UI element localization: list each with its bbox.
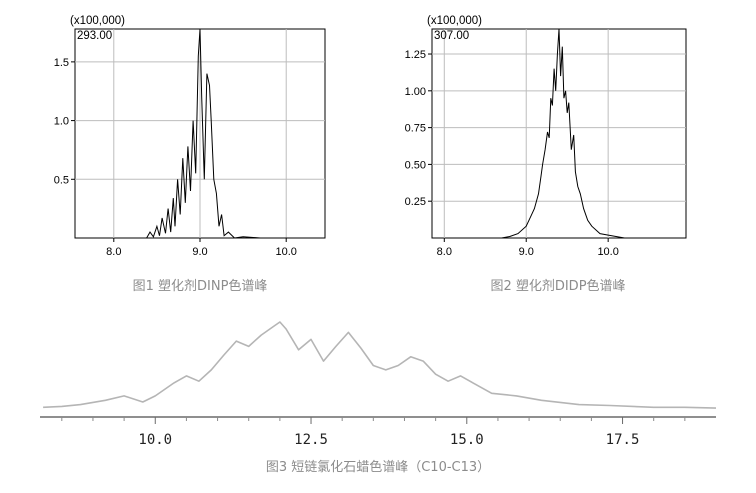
chart-1-scale-label: (x100,000) — [70, 15, 125, 27]
chart-1: (x100,000) 8.0 9.0 10.0 0.5 1.0 1.5 293.00 图1… — [54, 15, 326, 294]
x-tick-label: 9.0 — [519, 246, 534, 258]
x-tick-label: 17.5 — [606, 432, 640, 448]
x-tick-label: 10.0 — [275, 246, 296, 258]
chart-2-series-line — [501, 28, 633, 239]
y-tick-label: 1.25 — [405, 49, 426, 61]
chart-2-scale-label: (x100,000) — [427, 15, 482, 27]
chart-1-ticks: 8.0 9.0 10.0 0.5 1.0 1.5 — [54, 57, 297, 258]
chart-3-ticks: 10.0 12.5 15.0 17.5 — [61, 417, 686, 448]
chart-2: (x100,000) 8.0 9.0 10.0 0.25 0.50 0.75 1.00 1.2… — [405, 15, 687, 294]
chart-2-caption: 图2 塑化剂DIDP色谱峰 — [490, 278, 625, 294]
chart-1-series-line — [146, 28, 304, 239]
y-tick-label: 0.50 — [405, 159, 426, 171]
x-tick-label: 12.5 — [294, 432, 328, 448]
chart-1-peak-label: 293.00 — [77, 30, 112, 42]
chart-2-grid — [432, 29, 686, 238]
chart-3-caption: 图3 短链氯化石蜡色谱峰（C10-C13） — [266, 459, 490, 475]
chart-3-series-line — [43, 321, 717, 409]
y-tick-label: 0.25 — [405, 196, 426, 208]
y-tick-label: 0.75 — [405, 123, 426, 135]
y-tick-label: 0.5 — [54, 174, 69, 186]
y-tick-label: 1.5 — [54, 57, 69, 69]
y-tick-label: 1.00 — [405, 86, 426, 98]
chart-2-ticks: 8.0 9.0 10.0 0.25 0.50 0.75 1.00 1.25 — [405, 49, 619, 258]
chart-1-grid — [75, 29, 325, 238]
x-tick-label: 10.0 — [597, 246, 618, 258]
y-tick-label: 1.0 — [54, 116, 69, 128]
x-tick-label: 9.0 — [192, 246, 207, 258]
chart-1-caption: 图1 塑化剂DINP色谱峰 — [133, 278, 268, 294]
x-tick-label: 15.0 — [450, 432, 484, 448]
x-tick-label: 8.0 — [437, 246, 452, 258]
x-tick-label: 10.0 — [138, 432, 172, 448]
chart-2-plot-frame — [431, 28, 687, 239]
x-tick-label: 8.0 — [106, 246, 121, 258]
chart-3: 10.0 12.5 15.0 17.5 图3 短链氯化石蜡色谱峰（C10-C13） — [40, 321, 717, 475]
chart-2-peak-label: 307.00 — [434, 30, 469, 42]
